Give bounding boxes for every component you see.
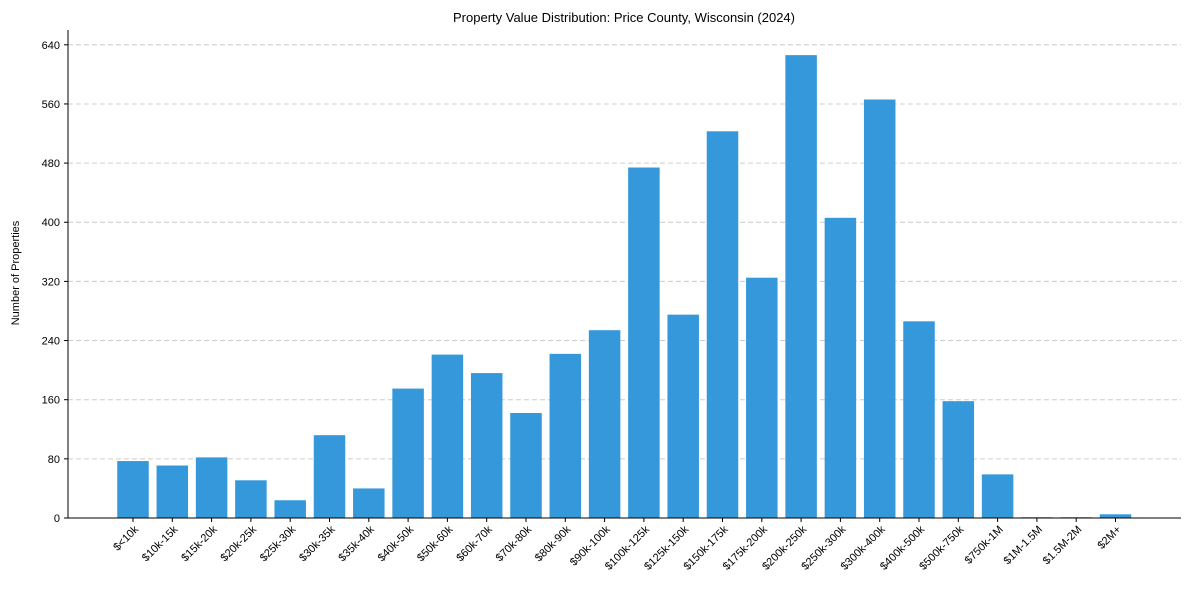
y-tick-label: 160 — [42, 395, 60, 407]
x-tick-label: $35k-40k — [336, 523, 377, 564]
bar — [353, 488, 385, 518]
bar — [667, 314, 699, 518]
x-tick-label: $2M+ — [1095, 524, 1123, 552]
bar — [156, 465, 189, 518]
x-tick-label: $70k-80k — [494, 523, 535, 564]
bar — [863, 99, 896, 519]
bar — [1099, 514, 1132, 518]
x-tick-label: $30k-35k — [297, 523, 338, 564]
bar — [588, 330, 621, 518]
bar — [628, 167, 660, 518]
x-tick-label: $50k-60k — [415, 523, 456, 564]
x-tick-label: $10k-15k — [140, 523, 181, 564]
bar — [313, 435, 346, 518]
chart-title: Property Value Distribution: Price Count… — [453, 10, 795, 25]
x-tick-label: $15k-20k — [179, 523, 220, 564]
y-tick-label: 240 — [42, 336, 60, 348]
x-tick-label: $60k-70k — [454, 523, 495, 564]
bar — [392, 388, 424, 518]
bar — [117, 461, 149, 518]
bar — [195, 457, 228, 518]
x-tick-label: $750k-1M — [963, 524, 1006, 567]
y-tick-label: 480 — [42, 158, 60, 170]
y-tick-label: 640 — [42, 40, 60, 52]
y-tick-label: 0 — [54, 513, 60, 525]
x-tick-label: $<10k — [111, 523, 141, 553]
bar — [942, 401, 975, 518]
bar — [431, 354, 464, 518]
bar — [746, 277, 778, 518]
y-tick-label: 560 — [42, 99, 60, 111]
bar — [274, 500, 306, 518]
grid-lines — [68, 44, 1181, 460]
bar — [235, 480, 267, 518]
bar — [981, 474, 1014, 518]
y-axis-ticks: 0 80 160 240 320 400 480 560 640 — [42, 40, 68, 525]
bar — [785, 55, 817, 518]
y-tick-label: 80 — [48, 454, 60, 466]
x-tick-label: $40k-50k — [376, 523, 417, 564]
x-tick-label: $1M-1.5M — [1002, 524, 1046, 568]
bar — [824, 217, 857, 518]
y-tick-label: 400 — [42, 217, 60, 229]
x-tick-label: $80k-90k — [533, 523, 574, 564]
x-tick-label: $1.5M-2M — [1041, 524, 1085, 568]
x-tick-label: $20k-25k — [219, 523, 260, 564]
bar — [549, 353, 582, 518]
bar — [706, 131, 739, 518]
y-axis-label: Number of Properties — [10, 220, 22, 325]
bar — [470, 373, 503, 518]
bars — [117, 55, 1132, 519]
y-tick-label: 320 — [42, 276, 60, 288]
x-axis-ticks: $<10k$10k-15k$15k-20k$20k-25k$25k-30k$30… — [111, 518, 1124, 573]
x-tick-label: $25k-30k — [258, 523, 299, 564]
bar — [510, 413, 542, 518]
bar — [903, 321, 935, 518]
